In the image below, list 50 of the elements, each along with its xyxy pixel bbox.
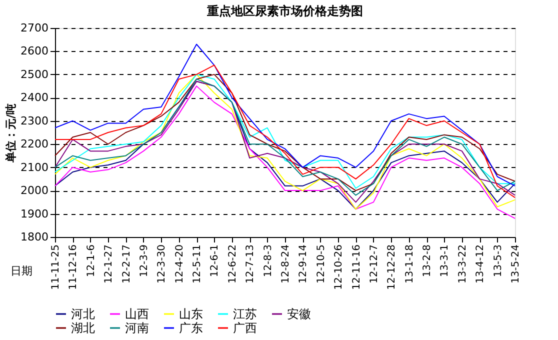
x-tick-label: 13-5-24 bbox=[510, 244, 522, 284]
y-tick-label: 2000 bbox=[20, 184, 48, 198]
y-tick-label: 2700 bbox=[20, 22, 48, 34]
x-tick-label: 12-7-13 bbox=[245, 244, 256, 284]
x-tick-label: 11-11-25 bbox=[50, 244, 62, 290]
legend-label: 广东 bbox=[179, 321, 203, 335]
y-tick-label: 2400 bbox=[20, 91, 48, 104]
x-tick-label: 13-4-12 bbox=[475, 244, 486, 284]
y-tick-label: 2100 bbox=[20, 160, 48, 174]
legend-label: 湖北 bbox=[71, 321, 95, 335]
y-tick-label: 2200 bbox=[20, 138, 48, 151]
legend-label: 江苏 bbox=[233, 307, 257, 321]
legend-label: 山西 bbox=[125, 307, 149, 321]
x-tick-label: 13-1-18 bbox=[404, 244, 416, 284]
y-tick-label: 2600 bbox=[20, 44, 48, 58]
x-tick-label: 13-3-22 bbox=[457, 244, 468, 284]
x-tick-label: 12-9-14 bbox=[298, 244, 310, 284]
legend-label: 河北 bbox=[71, 307, 95, 321]
x-tick-label: 12-8-3 bbox=[262, 244, 274, 278]
chart-title: 重点地区尿素市场价格走势图 bbox=[206, 4, 363, 18]
legend-label: 广西 bbox=[233, 321, 257, 335]
x-tick-label: 12-3-9 bbox=[138, 244, 150, 278]
x-tick-label: 12-12-28 bbox=[386, 244, 398, 290]
x-tick-label: 12-3-30 bbox=[156, 244, 168, 284]
x-tick-label: 12-1-6 bbox=[86, 244, 97, 278]
x-tick-label: 12-12-7 bbox=[368, 244, 380, 284]
y-tick-label: 1900 bbox=[20, 207, 48, 220]
x-tick-label: 12-10-5 bbox=[316, 244, 327, 284]
x-tick-label: 12-2-17 bbox=[121, 244, 132, 284]
y-axis-title: 单位：元/吨 bbox=[4, 103, 18, 164]
x-tick-label: 12-8-24 bbox=[280, 244, 292, 284]
y-tick-label: 2300 bbox=[20, 114, 48, 128]
x-tick-label: 11-12-16 bbox=[68, 244, 80, 290]
x-tick-label: 12-5-11 bbox=[192, 244, 204, 284]
legend-label: 河南 bbox=[125, 321, 149, 335]
y-tick-label: 2500 bbox=[20, 68, 48, 81]
x-tick-label: 12-6-1 bbox=[210, 244, 221, 278]
x-tick-label: 13-5-3 bbox=[492, 244, 504, 278]
x-tick-label: 13-2-8 bbox=[422, 244, 434, 278]
x-tick-label: 12-6-22 bbox=[227, 244, 238, 284]
x-tick-label: 12-11-16 bbox=[351, 244, 362, 290]
x-tick-label: 12-10-26 bbox=[334, 244, 345, 290]
x-tick-label: 12-4-20 bbox=[174, 244, 186, 284]
x-tick-label: 12-1-27 bbox=[104, 244, 115, 284]
legend-label: 安徽 bbox=[287, 307, 311, 321]
legend-label: 山东 bbox=[179, 307, 203, 321]
y-tick-label: 1800 bbox=[20, 230, 48, 244]
x-tick-label: 13-3-1 bbox=[440, 244, 451, 278]
line-series bbox=[54, 44, 516, 186]
x-axis-title: 日期 bbox=[10, 264, 32, 278]
